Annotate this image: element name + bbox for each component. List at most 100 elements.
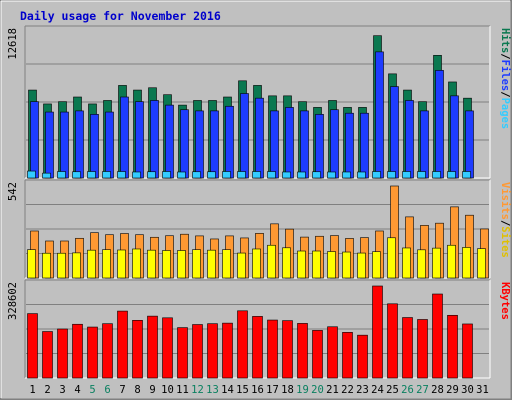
bar-files — [450, 95, 459, 179]
bar-kbytes — [117, 310, 128, 379]
bar-files — [345, 112, 354, 179]
bar-pages — [282, 171, 291, 179]
x-tick-label: 31 — [476, 384, 489, 396]
x-tick-label: 13 — [206, 384, 219, 396]
bar-files — [165, 104, 174, 179]
bar-kbytes — [372, 285, 383, 379]
chart-title: Daily usage for November 2016 — [20, 9, 221, 23]
x-tick-label: 25 — [386, 384, 399, 396]
bar-pages — [432, 171, 441, 179]
panel-max-label: 542 — [7, 182, 19, 201]
bar-files — [105, 111, 114, 179]
x-tick-label: 26 — [401, 384, 414, 396]
bar-kbytes — [312, 330, 323, 379]
bar-sites — [372, 251, 381, 279]
bar-kbytes — [162, 317, 173, 379]
bar-pages — [342, 171, 351, 179]
bar-sites — [147, 249, 156, 279]
bar-kbytes — [87, 326, 98, 379]
bar-files — [300, 110, 309, 179]
bar-kbytes — [447, 314, 458, 379]
x-tick-label: 21 — [326, 384, 339, 396]
bar-kbytes — [417, 319, 428, 379]
panel-max-label: 328602 — [7, 282, 19, 320]
bar-pages — [462, 171, 471, 179]
bar-pages — [87, 171, 96, 179]
bar-files — [255, 97, 264, 179]
x-tick-label: 12 — [191, 384, 204, 396]
bar-files — [405, 100, 414, 179]
bar-files — [420, 110, 429, 179]
bar-kbytes — [327, 326, 338, 379]
bar-kbytes — [297, 323, 308, 379]
x-tick-label: 18 — [281, 384, 294, 396]
x-tick-label: 9 — [149, 384, 155, 396]
bar-files — [240, 93, 249, 179]
bar-sites — [267, 244, 276, 279]
bar-sites — [177, 250, 186, 279]
bar-pages — [387, 171, 396, 179]
bar-pages — [357, 171, 366, 179]
bar-pages — [192, 171, 201, 179]
bar-sites — [57, 252, 66, 279]
x-tick-label: 10 — [161, 384, 174, 396]
bar-files — [315, 114, 324, 179]
bar-kbytes — [207, 323, 218, 379]
bar-pages — [327, 171, 336, 179]
bar-pages — [72, 171, 81, 179]
bar-files — [30, 101, 39, 179]
x-tick-label: 20 — [311, 384, 324, 396]
bar-pages — [57, 171, 66, 179]
bar-kbytes — [102, 323, 113, 379]
bar-kbytes — [72, 323, 83, 379]
bar-files — [225, 105, 234, 179]
bar-sites — [27, 249, 36, 279]
bar-sites — [357, 252, 366, 279]
bar-pages — [417, 171, 426, 179]
bar-files — [285, 107, 294, 179]
bar-pages — [27, 170, 36, 179]
bar-sites — [102, 249, 111, 279]
bar-files — [195, 110, 204, 179]
x-tick-label: 7 — [119, 384, 125, 396]
bar-kbytes — [342, 332, 353, 379]
bar-pages — [132, 171, 141, 179]
bar-files — [210, 110, 219, 179]
bar-sites — [192, 249, 201, 279]
chart-bars — [27, 35, 489, 379]
bar-files — [180, 109, 189, 179]
x-tick-label: 29 — [446, 384, 459, 396]
x-tick-label: 4 — [74, 384, 80, 396]
x-tick-label: 28 — [431, 384, 444, 396]
bar-files — [150, 100, 159, 179]
bar-sites — [417, 249, 426, 279]
panel-series-labels: KBytes — [499, 282, 511, 320]
bar-pages — [267, 171, 276, 179]
bar-kbytes — [222, 322, 233, 379]
bar-files — [120, 96, 129, 179]
bar-kbytes — [282, 320, 293, 379]
bar-kbytes — [267, 319, 278, 379]
x-tick-label: 22 — [341, 384, 354, 396]
bar-pages — [312, 171, 321, 179]
bar-sites — [327, 251, 336, 279]
bar-sites — [72, 252, 81, 279]
bar-files — [75, 110, 84, 179]
panel-series-labels: Hits/Files/Pages — [499, 28, 511, 129]
x-tick-label: 14 — [221, 384, 234, 396]
series-label-files: Files — [499, 60, 511, 92]
bar-pages — [222, 171, 231, 179]
bar-pages — [297, 171, 306, 179]
bar-sites — [297, 250, 306, 279]
bar-files — [135, 101, 144, 179]
bar-kbytes — [402, 317, 413, 379]
bar-sites — [477, 248, 486, 279]
x-tick-label: 27 — [416, 384, 429, 396]
bar-sites — [117, 249, 126, 279]
bar-kbytes — [177, 327, 188, 379]
bar-sites — [222, 249, 231, 279]
x-tick-label: 1 — [29, 384, 35, 396]
bar-sites — [132, 248, 141, 279]
